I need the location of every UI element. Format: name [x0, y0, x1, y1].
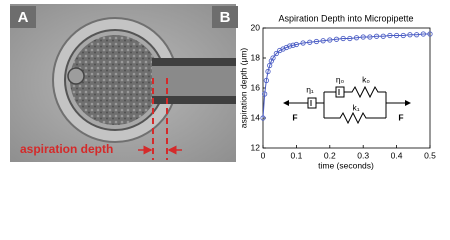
- data-point: [287, 43, 293, 49]
- panel-label-box: [10, 6, 36, 28]
- data-point: [265, 68, 271, 75]
- data-point: [290, 42, 296, 48]
- plot-area: 12 14 16 18 20 0 0.1 0.2 0.3 0.4 0.5: [251, 22, 437, 160]
- micrograph: [10, 4, 236, 162]
- data-point: [320, 38, 326, 44]
- panel-label: A: [18, 9, 29, 26]
- data-point: [280, 46, 286, 52]
- data-line: [262, 33, 430, 119]
- model-label: F: [292, 112, 297, 122]
- data-point: [293, 41, 299, 48]
- data-point: [270, 55, 276, 61]
- panel-label-box: [212, 6, 238, 28]
- data-point: [373, 33, 380, 39]
- y-axis-label: aspiration depth (μm): [238, 48, 248, 129]
- x-tick-label: 0.3: [357, 150, 369, 160]
- data-point: [407, 32, 413, 38]
- data-point: [300, 40, 306, 46]
- data-point: [263, 77, 269, 84]
- x-axis-label: time (seconds): [318, 160, 374, 170]
- panel-label: B: [220, 9, 231, 26]
- data-point: [347, 35, 353, 42]
- model-diagram: [282, 85, 414, 140]
- data-point: [260, 115, 266, 121]
- model-label: η₁: [306, 84, 314, 94]
- data-point: [333, 36, 340, 42]
- model-labels: η₁ η₀ k₀ k₁ F F: [292, 74, 403, 122]
- model-label: k₀: [362, 74, 370, 84]
- data-point: [273, 50, 279, 57]
- data-point: [360, 34, 366, 40]
- data-point: [427, 31, 433, 37]
- y-tick-label: 18: [251, 52, 261, 62]
- figure: aspiration depth A B Aspiration Depth in…: [10, 4, 437, 170]
- y-tick-label: 20: [251, 22, 261, 32]
- model-label: F: [398, 112, 403, 122]
- data-point: [393, 32, 400, 39]
- data-point: [277, 47, 283, 54]
- data-point: [420, 31, 426, 37]
- data-point: [353, 35, 360, 41]
- data-point: [380, 33, 386, 39]
- data-point: [313, 38, 320, 45]
- data-point: [327, 37, 333, 43]
- y-tick-label: 14: [251, 112, 261, 122]
- data-point: [414, 32, 420, 38]
- data-point: [400, 32, 406, 39]
- x-tick-label: 0.1: [290, 150, 302, 160]
- data-point: [387, 32, 393, 39]
- data-point: [268, 58, 274, 64]
- data-point: [307, 39, 313, 45]
- y-tick-label: 16: [251, 82, 261, 92]
- image-annotation: aspiration depth: [20, 142, 113, 156]
- x-tick-label: 0.2: [324, 150, 336, 160]
- data-point: [340, 35, 346, 42]
- x-tick-label: 0.4: [391, 150, 403, 160]
- chart-title: Aspiration Depth into Micropipette: [278, 13, 413, 23]
- model-label: k₁: [352, 102, 359, 112]
- data-point: [267, 62, 273, 69]
- y-tick-label: 12: [251, 142, 261, 152]
- data-point: [262, 91, 268, 97]
- x-tick-label: 0: [261, 150, 266, 160]
- x-tick-label: 0.5: [424, 150, 436, 160]
- data-point: [283, 44, 289, 51]
- data-point: [367, 34, 373, 40]
- model-label: η₀: [336, 74, 345, 84]
